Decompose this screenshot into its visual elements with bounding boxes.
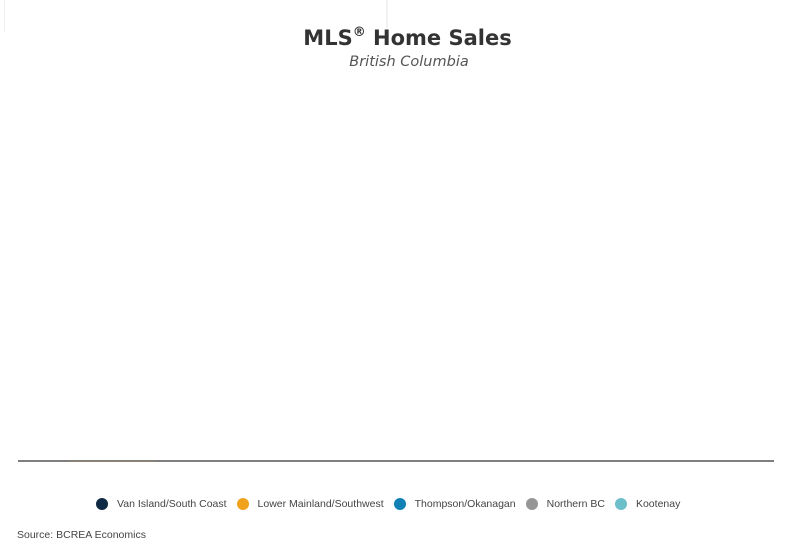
chart-legend: Van Island/South Coast Lower Mainland/So… <box>96 498 690 510</box>
legend-swatch-northern-bc <box>525 498 538 510</box>
chart-subtitle: British Columbia <box>349 54 469 70</box>
chart-source: Source: BCREA Economics <box>17 529 146 541</box>
chart-title: MLS® Home Sales <box>0 25 800 50</box>
legend-swatch-van-island <box>96 498 108 510</box>
legend-swatch-lower-mainland <box>236 498 249 510</box>
legend-item-van-island[interactable]: Van Island/South Coast <box>96 498 227 510</box>
chart-title-rest: Home Sales <box>365 26 512 50</box>
frame-edge-mid <box>386 0 388 28</box>
legend-item-thompson-okanagan[interactable]: Thompson/Okanagan <box>393 498 516 510</box>
legend-item-kootenay[interactable]: Kootenay <box>614 498 681 510</box>
legend-label-thompson-okanagan: Thompson/Okanagan <box>414 498 516 510</box>
legend-item-lower-mainland[interactable]: Lower Mainland/Southwest <box>236 498 384 510</box>
legend-label-kootenay: Kootenay <box>635 498 681 510</box>
frame-edge-left <box>4 0 5 32</box>
legend-swatch-kootenay <box>614 498 627 510</box>
legend-label-van-island: Van Island/South Coast <box>117 498 227 510</box>
legend-swatch-thompson-okanagan <box>393 498 406 510</box>
legend-label-lower-mainland: Lower Mainland/Southwest <box>257 498 384 510</box>
legend-item-northern-bc[interactable]: Northern BC <box>525 498 605 510</box>
legend-label-northern-bc: Northern BC <box>546 498 605 510</box>
chart-title-mark: ® <box>352 25 366 40</box>
chart-title-main: MLS <box>303 26 353 50</box>
